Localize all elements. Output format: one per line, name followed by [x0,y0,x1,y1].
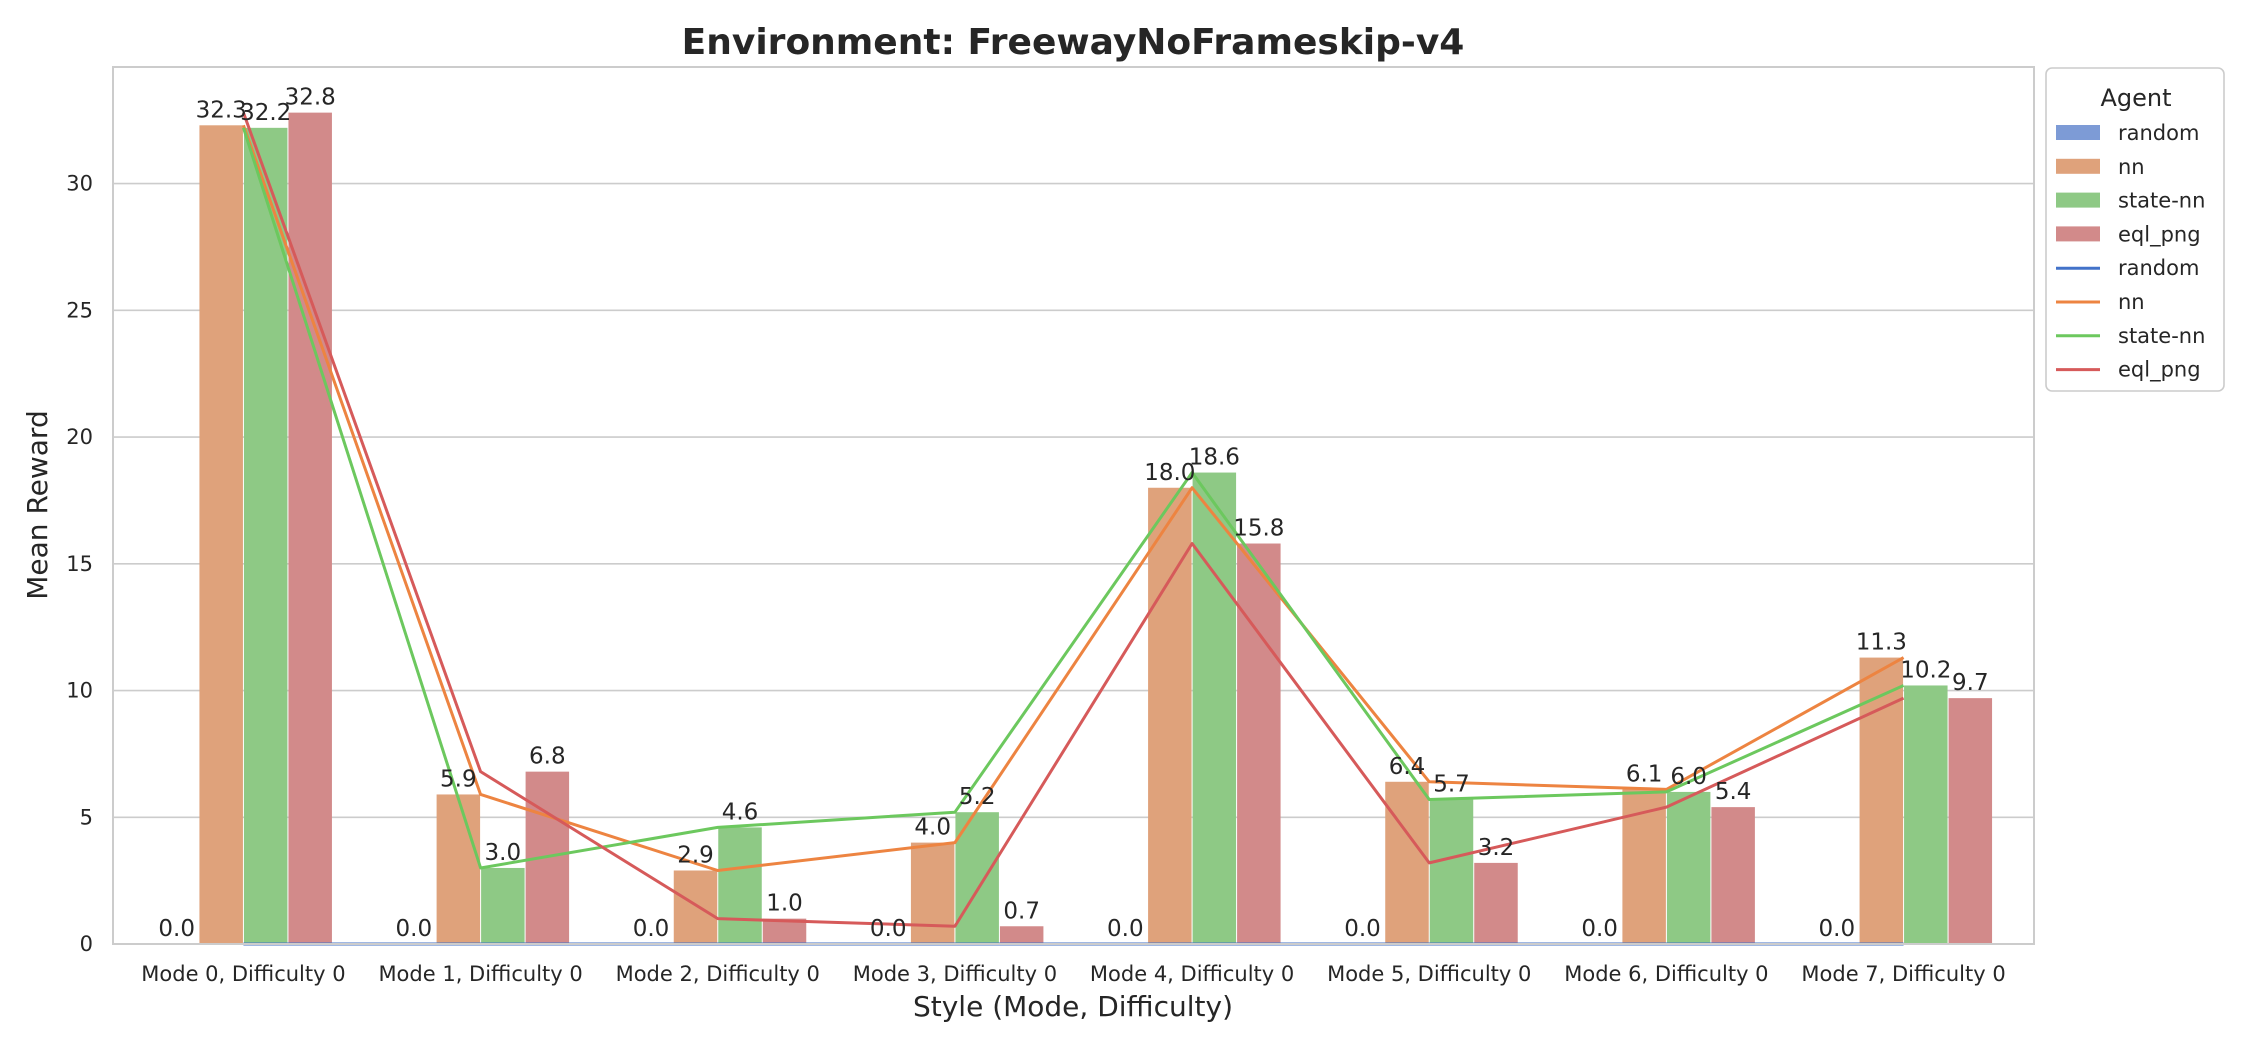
x-tick-label: Mode 3, Difficulty 0 [853,962,1057,986]
bar-nn [1859,657,1904,944]
bar-value-label: 4.0 [914,815,951,841]
legend-entry-state-nn: state-nn [2118,324,2205,348]
legend-swatch-nn [2056,158,2100,174]
x-axis-label: Style (Mode, Difficulty) [913,990,1233,1023]
x-tick-label: Mode 5, Difficulty 0 [1327,962,1531,986]
bar-value-label: 5.9 [440,766,477,792]
bar-state-nn [1666,791,1711,944]
legend-entry-state-nn: state-nn [2118,189,2205,213]
bar-value-label: 3.0 [485,840,522,866]
x-tick-label: Mode 4, Difficulty 0 [1090,962,1294,986]
bar-state-nn [243,127,288,944]
bar-eql_png [288,112,332,945]
legend-swatch-random [2056,125,2100,140]
chart-title: Environment: FreewayNoFrameskip-v4 [682,22,1465,63]
x-tick-label: Mode 0, Difficulty 0 [141,962,345,986]
bar-value-label: 5.7 [1433,772,1470,798]
bar-value-label: 15.8 [1233,516,1284,542]
legend-entry-random: random [2118,121,2199,145]
bar-value-label: 5.2 [959,784,996,810]
bar-nn [673,870,718,944]
legend-swatch-eql_png [2056,226,2100,242]
bar-nn [910,842,955,944]
bar-nn [1148,487,1192,944]
bar-value-label: 10.2 [1900,657,1951,683]
bar-value-label: 32.3 [196,97,247,123]
bar-nn [199,125,243,945]
legend[interactable]: Agentrandomnnstate-nneql_pngrandomnnstat… [2045,67,2225,392]
bar-value-label: 4.6 [722,799,759,825]
line-eql_png [242,112,1905,928]
bar-value-label: 6.4 [1389,754,1426,780]
y-tick-label: 10 [66,679,93,703]
bar-nn [1385,781,1429,944]
bar-value-label: 32.2 [240,100,291,126]
bar-value-label: 0.0 [633,916,670,942]
bar-eql_png [762,918,807,944]
y-tick-label: 15 [66,552,93,576]
bar-value-labels: 0.0 0.0 0.0 0.0 0.0 0.0 0.0 0.0 32.3 5.9 2.9 4.0 18.… [158,85,1988,942]
y-axis-label: Mean Reward [21,410,54,599]
bar-value-label: 0.7 [1003,898,1040,924]
legend-entry-nn: nn [2118,155,2145,179]
legend-entry-random: random [2118,256,2199,280]
bar-state-nn [1192,472,1237,944]
line-nn [242,124,1905,872]
bar-value-label: 6.0 [1670,764,1707,790]
line-state-nn [242,127,1905,870]
bar-value-label: 0.0 [158,916,195,942]
x-tick-label: Mode 6, Difficulty 0 [1564,962,1768,986]
bar-value-label: 5.4 [1715,779,1752,805]
bar-value-label: 0.0 [1344,916,1381,942]
bar-eql_png [1474,862,1518,944]
y-tick-label: 25 [66,298,93,322]
bar-state-nn [955,812,999,944]
x-tick-label: Mode 7, Difficulty 0 [1801,962,2005,986]
bar-state-nn [481,867,525,944]
legend-entry-eql_png: eql_png [2118,222,2201,247]
bar-value-label: 0.0 [1581,916,1618,942]
legend-swatch-state-nn [2056,192,2100,208]
legend-entry-eql_png: eql_png [2118,358,2201,383]
bar-value-label: 11.3 [1856,630,1907,656]
bar-value-label: 6.1 [1626,761,1663,787]
bar-eql_png [1711,807,1755,944]
bar-eql_png [1237,543,1281,944]
bar-value-label: 2.9 [677,842,714,868]
bar-value-label: 0.0 [1107,916,1144,942]
x-tick-label: Mode 2, Difficulty 0 [616,962,820,986]
legend-entry-nn: nn [2118,290,2145,314]
y-tick-label: 0 [80,932,93,956]
bar-eql_png [1948,698,1993,944]
bar-value-label: 0.0 [1819,916,1856,942]
bar-state-nn [718,827,762,944]
x-tick-label: Mode 1, Difficulty 0 [378,962,582,986]
bar-eql_png [999,926,1044,944]
bar-state-nn [1904,685,1948,944]
legend-box [2045,67,2225,392]
y-tick-label: 20 [66,425,93,449]
bar-value-label: 1.0 [766,891,803,917]
bar-value-label: 32.8 [285,85,336,111]
bar-value-label: 6.8 [529,744,566,770]
bar-value-label: 18.0 [1144,460,1195,486]
bar-value-label: 3.2 [1478,835,1515,861]
bar-value-label: 0.0 [396,916,433,942]
bar-value-label: 0.0 [870,916,907,942]
bar-state-nn [1429,799,1474,944]
legend-title: Agent [2100,84,2171,112]
bar-value-label: 9.7 [1952,670,1989,696]
y-tick-label: 30 [66,172,93,196]
plot-frame [112,66,2035,945]
bar-nn [436,794,481,944]
axes: 0 5 10 15 20 25 30 Mode 0, Difficulty 0 Mode 1, … [66,66,2035,986]
y-tick-label: 5 [80,805,93,829]
bars [199,112,1993,945]
bar-value-label: 18.6 [1189,445,1240,471]
